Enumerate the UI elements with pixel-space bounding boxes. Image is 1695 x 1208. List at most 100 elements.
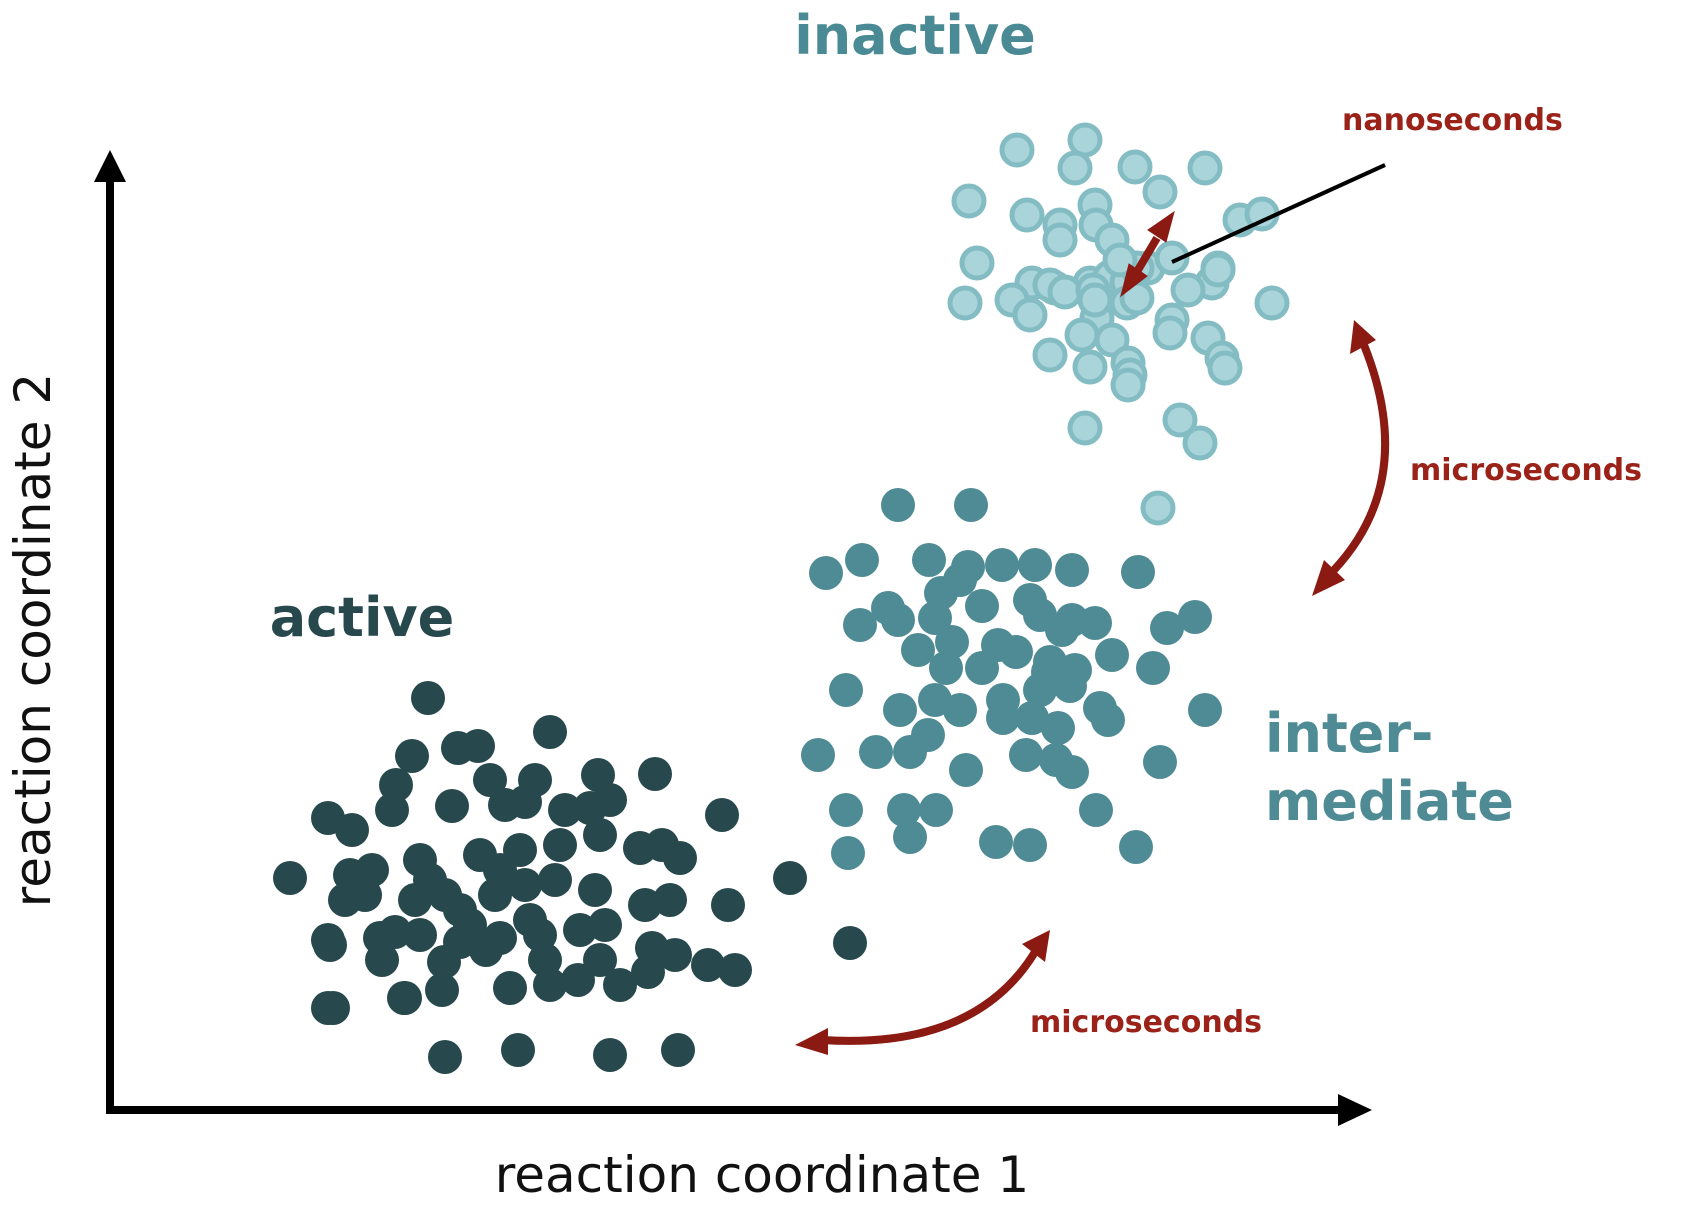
active-state-dot — [533, 968, 567, 1002]
inactive-state-dot — [947, 285, 983, 321]
intermediate-state-dot — [1055, 553, 1089, 587]
active-state-dot — [453, 908, 487, 942]
inactive-state-dot — [1057, 150, 1093, 186]
active-state-dot — [543, 828, 577, 862]
intermediate-state-dot — [986, 701, 1020, 735]
intermediate-state-dot — [979, 825, 1013, 859]
intermediate-state-dot — [1013, 828, 1047, 862]
inactive-state-dot — [999, 132, 1035, 168]
inactive-state-dot — [1012, 297, 1048, 333]
intermediate-state-dot — [1053, 669, 1087, 703]
active-state-dot — [273, 861, 307, 895]
y-axis-arrowhead — [94, 150, 126, 182]
intermediate-state-dot — [1143, 745, 1177, 779]
active-state-dot — [395, 739, 429, 773]
inactive-state-dot — [1154, 240, 1190, 276]
intermediate-state-dot — [809, 556, 843, 590]
active-state-dot — [379, 768, 413, 802]
intermediate-state-dot — [881, 603, 915, 637]
intermediate-state-dot — [935, 625, 969, 659]
active-state-dot — [538, 863, 572, 897]
inactive-state-dot — [1072, 349, 1108, 385]
active-state-dot — [428, 1040, 462, 1074]
intermediate-state-dot — [985, 548, 1019, 582]
inactive-state-dot — [1142, 174, 1178, 210]
y-axis-title: reaction coordinate 2 — [4, 373, 62, 907]
active-state-dot — [718, 953, 752, 987]
active-state-dot — [508, 785, 542, 819]
intermediate-state-dot — [1121, 555, 1155, 589]
intermediate-state-dot — [1188, 693, 1222, 727]
intermediate-state-dot — [887, 793, 921, 827]
inactive-state-dot — [1064, 317, 1100, 353]
intermediate-state-dot — [893, 820, 927, 854]
active-state-dot — [583, 943, 617, 977]
inactive-state-dot — [1067, 410, 1103, 446]
cluster-label-inactive: inactive — [794, 4, 1036, 67]
active-state-dot — [588, 908, 622, 942]
active-state-dot — [411, 681, 445, 715]
intermediate-state-dot — [965, 589, 999, 623]
intermediate-state-dot — [949, 753, 983, 787]
inactive-state-dot — [1254, 285, 1290, 321]
x-axis-arrowhead — [1338, 1094, 1372, 1126]
time-label-nanoseconds: nanoseconds — [1342, 103, 1563, 138]
intermediate-state-dot — [843, 608, 877, 642]
cluster-label-intermediate-line1: inter- — [1265, 702, 1433, 765]
x-axis-title: reaction coordinate 1 — [495, 1146, 1029, 1204]
active-state-dot — [493, 971, 527, 1005]
intermediate-state-dot — [831, 836, 865, 870]
active-state-dot — [501, 1033, 535, 1067]
intermediate-state-dot — [801, 738, 835, 772]
active-state-dot — [425, 973, 459, 1007]
active-state-dot — [638, 757, 672, 791]
intermediate-state-dot — [919, 793, 953, 827]
inactive-state-dot — [1182, 425, 1218, 461]
active-state-dot — [508, 868, 542, 902]
intermediate-state-dot — [901, 633, 935, 667]
inactive-state-dot — [1200, 252, 1236, 288]
cluster-label-active: active — [270, 586, 455, 649]
intermediate-state-dot — [929, 651, 963, 685]
active-state-dot — [378, 915, 412, 949]
active-state-dot — [473, 763, 507, 797]
active-state-dot — [513, 903, 547, 937]
active-state-dot — [561, 963, 595, 997]
intermediate-cluster — [801, 488, 1222, 870]
active-state-dot — [427, 945, 461, 979]
active-state-dot — [603, 968, 637, 1002]
inactive-state-dot — [1207, 350, 1243, 386]
intermediate-state-dot — [1055, 755, 1089, 789]
intermediate-state-dot — [965, 651, 999, 685]
inactive-state-dot — [1047, 274, 1083, 310]
intermediate-state-dot — [943, 563, 977, 597]
inactive-state-dot — [1032, 337, 1068, 373]
active-state-dot — [461, 729, 495, 763]
intermediate-state-dot — [1091, 703, 1125, 737]
intermediate-state-dot — [1041, 711, 1075, 745]
inactive-state-dot — [1102, 242, 1138, 278]
intermediate-state-dot — [1033, 645, 1067, 679]
intermediate-state-dot — [1150, 611, 1184, 645]
intermediate-state-dot — [1079, 793, 1113, 827]
active-state-dot — [548, 793, 582, 827]
active-state-dot — [311, 923, 345, 957]
time-label-microseconds-lower: microseconds — [1030, 1005, 1262, 1040]
active-state-dot — [435, 789, 469, 823]
active-state-dot — [403, 918, 437, 952]
intermediate-state-dot — [1045, 613, 1079, 647]
active-state-dot — [578, 873, 612, 907]
inactive-state-dot — [1094, 322, 1130, 358]
inactive-state-dot — [1009, 197, 1045, 233]
intermediate-state-dot — [1018, 548, 1052, 582]
intermediate-state-dot — [1078, 606, 1112, 640]
intermediate-state-dot — [893, 735, 927, 769]
axes — [94, 150, 1372, 1126]
active-state-dot — [711, 888, 745, 922]
active-state-dot — [773, 861, 807, 895]
active-cluster — [273, 681, 867, 1074]
active-state-dot — [387, 981, 421, 1015]
inactive-state-dot — [1140, 490, 1176, 526]
